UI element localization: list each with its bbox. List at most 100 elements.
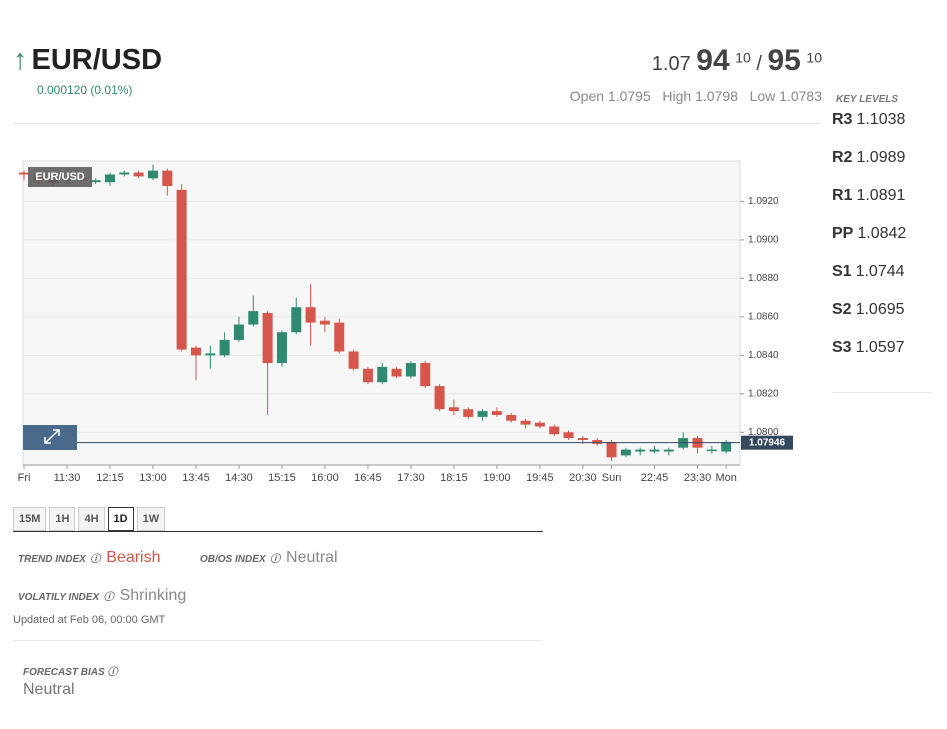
candle-body <box>133 172 144 177</box>
candle-body <box>520 420 531 425</box>
key-level: R2 1.0989 <box>832 149 906 187</box>
candle-body <box>463 409 474 417</box>
candle-body <box>162 170 173 187</box>
level-value: 1.0989 <box>856 149 906 166</box>
level-label: R3 <box>832 111 853 128</box>
level-label: S3 <box>832 339 852 356</box>
updated: Updated at Feb 06, 00:00 GMT <box>13 614 166 626</box>
candle-body <box>491 411 502 415</box>
candle-body <box>319 320 330 325</box>
candle-body <box>405 363 416 377</box>
key-levels: R3 1.1038 R2 1.0989 R1 1.0891 PP 1.0842 S1 1.0744… <box>832 111 906 377</box>
candle-body <box>721 441 732 452</box>
quote: 1.07 94 10 / 95 10 <box>652 44 822 78</box>
level-label: S1 <box>832 263 852 280</box>
candle-body <box>391 368 402 377</box>
x-tick-label: 16:00 <box>311 472 339 484</box>
candle-body <box>420 363 431 387</box>
candle-body <box>448 407 459 412</box>
timeframe-button[interactable]: 4H <box>78 507 105 531</box>
x-tick-label: 19:00 <box>483 472 511 484</box>
candle-body <box>205 353 216 356</box>
y-tick-label: 1.0920 <box>748 196 779 207</box>
x-tick-label: 19:45 <box>526 472 554 484</box>
divider <box>13 640 543 641</box>
candle-body <box>362 368 373 383</box>
candle-body <box>577 438 588 440</box>
candle-body <box>620 449 631 456</box>
level-label: R1 <box>832 187 853 204</box>
candle-body <box>434 386 445 410</box>
level-label: S2 <box>832 301 852 318</box>
timeframe-button[interactable]: 1W <box>136 507 166 531</box>
x-tick-label: Fri <box>18 472 31 484</box>
candle-body <box>19 172 29 175</box>
candle-body <box>477 411 488 417</box>
candle-body <box>348 351 359 369</box>
chart-label-box <box>28 167 92 187</box>
y-tick-label: 1.0820 <box>748 388 779 399</box>
candle-body <box>592 439 603 444</box>
x-tick-label: 20:30 <box>569 472 597 484</box>
ask-frac: 10 <box>806 49 822 66</box>
chart: 1.0800 1.0820 1.0840 1.0860 1.0880 1.0900 1.09… <box>18 160 793 484</box>
x-tick-label: 17:30 <box>397 472 425 484</box>
y-tick-label: 1.0880 <box>748 273 779 284</box>
level-value: 1.0744 <box>855 263 905 280</box>
candle-body <box>119 172 130 175</box>
ask-pips: 95 <box>767 44 801 77</box>
x-tick-label: 22:45 <box>641 472 669 484</box>
candle-body <box>534 422 545 427</box>
candle-body <box>176 189 187 350</box>
trend: TREND INDEX ⓘ Bearish <box>18 549 161 566</box>
candle-body <box>305 307 316 323</box>
ohl: Open 1.0795 High 1.0798 Low 1.0783 <box>570 88 822 104</box>
divider <box>13 123 821 124</box>
divider <box>13 531 543 532</box>
divider <box>832 392 932 393</box>
high: 1.0798 <box>695 88 738 104</box>
candle-body <box>635 449 646 452</box>
level-value: 1.0842 <box>857 225 907 242</box>
bid-pips: 94 <box>696 44 730 77</box>
x-tick-label: 14:30 <box>225 472 253 484</box>
expand-icon <box>44 429 60 444</box>
x-tick-label: 18:15 <box>440 472 468 484</box>
obos: OB/OS INDEX ⓘ Neutral <box>200 549 338 566</box>
level-value: 1.1038 <box>856 111 906 128</box>
pair-title: ↑ EUR/USD <box>13 44 162 77</box>
timeframe-button[interactable]: 1D <box>107 507 134 531</box>
change: 0.000120 (0.01%) <box>37 83 133 97</box>
up-arrow: ↑ <box>13 44 28 76</box>
low: 1.0783 <box>779 88 822 104</box>
key-level: S2 1.0695 <box>832 301 906 339</box>
candle-body <box>334 322 345 352</box>
x-tick-label: Sun <box>602 472 622 484</box>
volatility-value: Shrinking <box>119 587 187 604</box>
forecast-label: FORECAST BIAS ⓘ <box>23 667 118 678</box>
candle-body <box>190 347 201 356</box>
x-tick-label: Mon <box>715 472 736 484</box>
x-tick-label: 13:00 <box>139 472 167 484</box>
obos-value: Neutral <box>286 549 338 566</box>
pair: EUR/USD <box>31 44 163 76</box>
candle-body <box>233 324 244 340</box>
sep: / <box>756 53 762 75</box>
bid-frac: 10 <box>735 49 751 66</box>
plot-area <box>22 160 741 466</box>
timeframe-button[interactable]: 15M <box>13 507 47 531</box>
obos-label: OB/OS INDEX <box>200 554 266 565</box>
candle-body <box>506 414 517 421</box>
forecast-label-text: FORECAST BIAS <box>23 667 105 678</box>
candle-body <box>663 449 674 452</box>
trend-label: TREND INDEX <box>18 554 86 565</box>
x-tick-label: 16:45 <box>354 472 382 484</box>
key-level: R3 1.1038 <box>832 111 906 149</box>
candle-body <box>147 170 158 179</box>
timeframes: 15M 1H 4H 1D 1W <box>13 507 166 531</box>
timeframe-button[interactable]: 1H <box>49 507 76 531</box>
level-value: 1.0597 <box>855 339 905 356</box>
last-price-box <box>741 435 793 450</box>
candle-body <box>248 311 259 325</box>
